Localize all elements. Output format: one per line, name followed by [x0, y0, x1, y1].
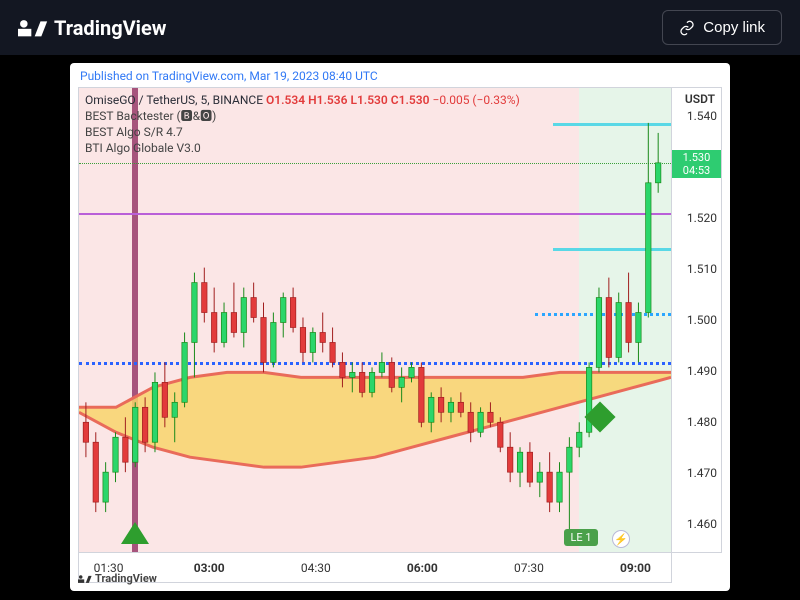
y-tick: 1.460	[687, 517, 717, 531]
x-tick: 06:00	[407, 561, 438, 575]
chart-area: LE 1 ⚡ OmiseGO / TetherUS, 5, BINANCE O1…	[78, 87, 722, 583]
footer-brand: TradingView	[78, 572, 157, 585]
symbol-label: OmiseGO / TetherUS, 5, BINANCE	[85, 93, 263, 107]
chart-card: Published on TradingView.com, Mar 19, 20…	[70, 63, 730, 591]
link-icon	[679, 20, 695, 36]
le-badge: LE 1	[564, 529, 597, 546]
copy-link-button[interactable]: Copy link	[662, 10, 782, 45]
x-axis: 01:3003:0004:3006:0007:3009:00	[78, 553, 672, 583]
y-tick: 1.480	[687, 415, 717, 429]
y-tick: 1.470	[687, 466, 717, 480]
y-tick: 1.540	[687, 109, 717, 123]
y-axis: USDT 1.5401.5301.5201.5101.5001.4901.480…	[672, 87, 722, 553]
bolt-icon[interactable]: ⚡	[612, 530, 630, 548]
y-tick: 1.490	[687, 364, 717, 378]
last-price-tag: 1.530 04:53	[672, 150, 721, 178]
brand-logo: TradingView	[18, 16, 166, 40]
x-tick: 07:30	[514, 561, 544, 575]
x-tick: 09:00	[620, 561, 651, 575]
legend-line-2: BEST Backtester (🅱&🅾)	[85, 108, 520, 124]
x-tick: 04:30	[301, 561, 331, 575]
y-tick: 1.520	[687, 211, 717, 225]
currency-label: USDT	[685, 92, 715, 106]
app-header: TradingView Copy link	[0, 0, 800, 55]
legend-line-3: BEST Algo S/R 4.7	[85, 124, 520, 140]
x-tick: 03:00	[194, 561, 225, 575]
chart-legend: OmiseGO / TetherUS, 5, BINANCE O1.534 H1…	[85, 92, 520, 156]
arrow-up-marker	[121, 522, 149, 544]
legend-line-4: BTI Algo Globale V3.0	[85, 140, 520, 156]
copy-link-label: Copy link	[703, 19, 765, 36]
y-tick: 1.500	[687, 313, 717, 327]
chart-container: Published on TradingView.com, Mar 19, 20…	[0, 55, 800, 599]
tradingview-icon	[18, 18, 48, 38]
published-line: Published on TradingView.com, Mar 19, 20…	[70, 63, 730, 85]
plot-region[interactable]: LE 1 ⚡ OmiseGO / TetherUS, 5, BINANCE O1…	[78, 87, 672, 553]
brand-text: TradingView	[54, 16, 166, 40]
y-tick: 1.510	[687, 262, 717, 276]
candlestick-series	[79, 88, 671, 552]
